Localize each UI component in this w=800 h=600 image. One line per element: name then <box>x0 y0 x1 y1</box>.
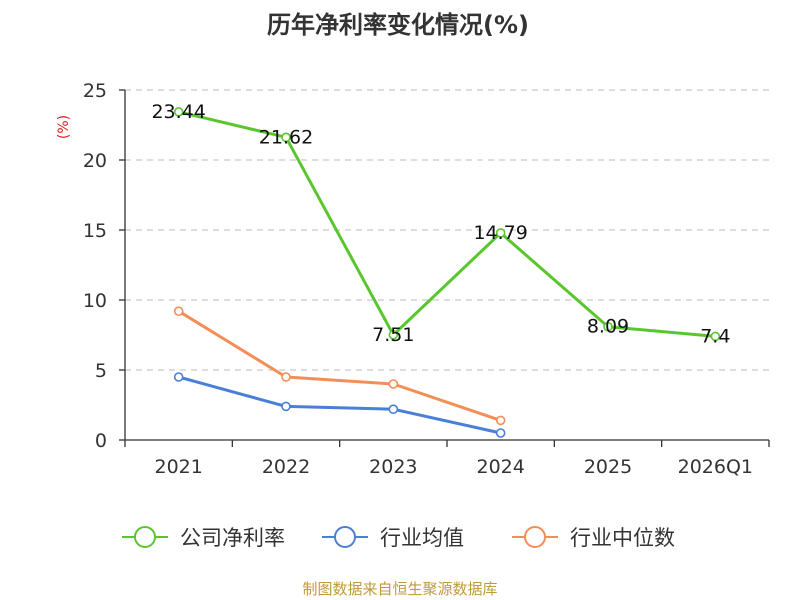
data-point <box>388 330 399 340</box>
y-tick-label: 15 <box>83 220 107 242</box>
legend-marker-2 <box>334 526 356 548</box>
legend-marker-1 <box>134 526 156 548</box>
data-label: 21.62 <box>259 126 313 148</box>
data-point <box>495 228 506 238</box>
data-point <box>173 372 184 382</box>
data-point <box>173 107 184 117</box>
data-label: 7.4 <box>700 325 730 347</box>
data-point <box>173 306 184 317</box>
data-labels: 23.44 21.62 7.51 14.79 8.09 7.4 <box>151 101 730 348</box>
x-tick-label: 2024 <box>476 456 524 478</box>
data-point <box>281 132 291 143</box>
series-line-3 <box>177 309 503 422</box>
series-line-2 <box>177 375 503 435</box>
series-lines <box>173 107 721 438</box>
legend-label-3: 行业中位数 <box>570 526 675 550</box>
y-tick-label: 0 <box>95 430 107 452</box>
source-note: 制图数据来自恒生聚源数据库 <box>302 580 497 598</box>
data-point <box>710 331 721 342</box>
x-tick-label: 2026Q1 <box>678 456 753 478</box>
data-point <box>495 428 506 438</box>
data-point <box>281 401 291 412</box>
data-point <box>281 372 291 382</box>
x-tick-label: 2023 <box>369 456 417 478</box>
data-point <box>388 379 399 389</box>
data-label: 8.09 <box>587 316 629 338</box>
data-point <box>495 415 506 426</box>
y-tick-label: 5 <box>95 360 107 382</box>
legend-label-2: 行业均值 <box>380 526 464 550</box>
data-label: 23.44 <box>151 101 205 123</box>
data-point <box>603 321 613 332</box>
data-label: 7.51 <box>372 324 414 346</box>
y-axis-unit: (%) <box>56 115 72 139</box>
grid-lines <box>125 89 769 371</box>
y-tick-label: 10 <box>83 290 107 312</box>
chart-title: 历年净利率变化情况(%) <box>267 11 529 39</box>
x-tick-label: 2025 <box>584 456 632 478</box>
y-tick-label: 25 <box>83 80 107 102</box>
series-line-1 <box>177 110 717 338</box>
y-tick-label: 20 <box>83 150 107 172</box>
data-point <box>388 404 399 415</box>
legend-marker-3 <box>524 526 546 548</box>
data-label: 14.79 <box>473 222 527 244</box>
legend-label-1: 公司净利率 <box>180 526 285 550</box>
x-tick-label: 2022 <box>262 456 310 478</box>
x-tick-label: 2021 <box>154 456 202 478</box>
legend: 公司净利率 行业均值 行业中位数 <box>122 526 675 550</box>
